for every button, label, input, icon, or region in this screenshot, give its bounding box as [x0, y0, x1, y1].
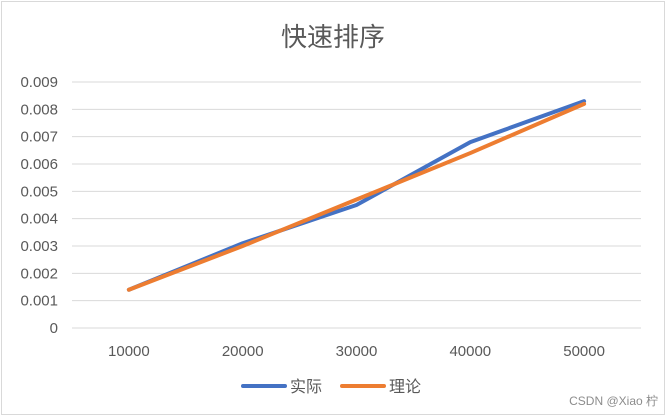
legend-label: 理论	[389, 377, 421, 396]
y-tick-label: 0.008	[20, 101, 58, 118]
x-tick-label: 40000	[449, 343, 491, 360]
y-tick-label: 0.005	[20, 183, 58, 200]
legend: 实际 理论	[241, 377, 421, 396]
y-tick-label: 0	[50, 320, 58, 337]
chart-title: 快速排序	[281, 23, 385, 53]
y-tick-label: 0.006	[20, 156, 58, 173]
gridlines	[72, 81, 641, 329]
y-tick-label: 0.002	[20, 265, 58, 282]
series-lines	[126, 99, 587, 292]
x-tick-label: 50000	[563, 343, 605, 360]
x-tick-label: 10000	[108, 343, 150, 360]
y-tick-label: 0.007	[20, 129, 58, 146]
y-tick-label: 0.003	[20, 238, 58, 255]
x-tick-label: 30000	[336, 343, 378, 360]
series-line-2	[126, 101, 587, 292]
x-tick-label: 20000	[222, 343, 264, 360]
legend-label: 实际	[290, 377, 322, 396]
x-axis-ticks: 10000 20000 30000 40000 50000	[108, 343, 605, 360]
y-tick-label: 0.009	[20, 74, 58, 91]
watermark: CSDN @Xiao 柠	[569, 393, 658, 408]
y-tick-label: 0.001	[20, 293, 58, 310]
y-axis-ticks: 0 0.001 0.002 0.003 0.004 0.005 0.006 0.007 0.00…	[20, 74, 58, 337]
y-tick-label: 0.004	[20, 211, 58, 228]
